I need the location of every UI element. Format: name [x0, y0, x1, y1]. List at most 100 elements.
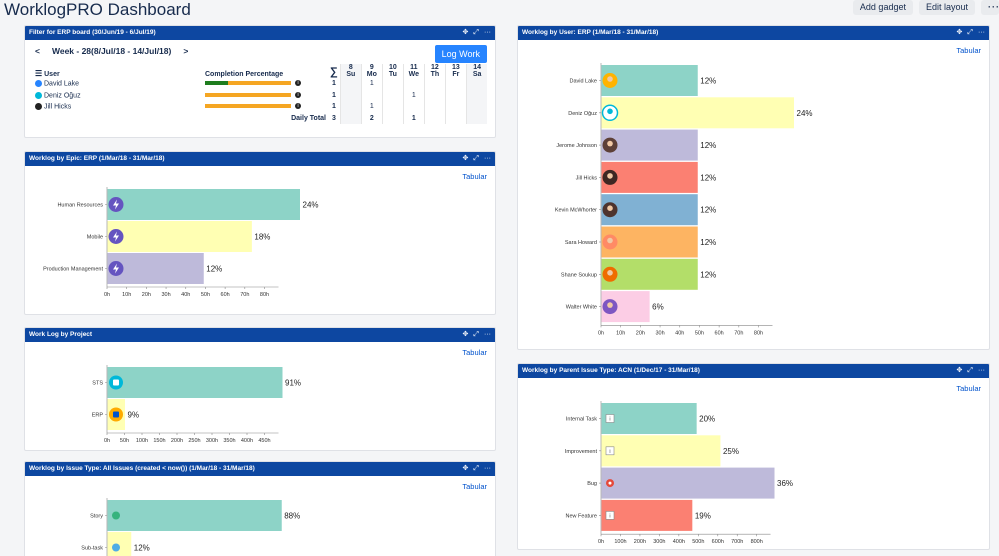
tabular-link[interactable]: Tabular	[956, 384, 981, 393]
bar[interactable]	[107, 500, 282, 531]
filter-gadget: Filter for ERP board (30/Jun/19 - 6/Jul/…	[24, 25, 496, 138]
bar[interactable]	[601, 435, 721, 467]
expand-icon[interactable]: ⤢	[473, 29, 479, 36]
expand-icon[interactable]: ⤢	[473, 331, 479, 338]
table-row: Jill Hicks i 1 1	[33, 101, 488, 113]
prev-week-button[interactable]: <	[35, 46, 40, 56]
bar[interactable]	[601, 499, 693, 531]
more-icon[interactable]: ···	[484, 465, 491, 472]
sum-column-header: ∑	[330, 66, 338, 78]
expand-icon[interactable]: ⤢	[473, 465, 479, 472]
value-label: 36%	[777, 479, 793, 488]
day-cell[interactable]	[465, 101, 488, 113]
category-label: ERP	[92, 413, 104, 419]
bar[interactable]	[601, 226, 698, 258]
day-cell[interactable]	[360, 89, 383, 101]
day-cell[interactable]	[339, 89, 362, 101]
day-cell[interactable]	[444, 101, 467, 113]
value-label: 12%	[134, 544, 150, 553]
x-tick-label: 450h	[258, 438, 270, 444]
day-cell[interactable]	[423, 78, 446, 90]
info-icon[interactable]: i	[295, 103, 301, 110]
bar[interactable]	[601, 65, 698, 96]
more-icon[interactable]: ···	[978, 29, 985, 36]
day-cell[interactable]	[339, 101, 362, 113]
day-cell[interactable]: 1	[360, 78, 383, 90]
more-icon[interactable]: ···	[978, 367, 985, 374]
day-cell[interactable]	[465, 89, 488, 101]
day-cell[interactable]	[402, 78, 425, 90]
x-tick-label: 150h	[153, 438, 165, 444]
edit-layout-button[interactable]: Edit layout	[918, 0, 975, 15]
total-cell	[423, 112, 446, 124]
x-tick-label: 400h	[673, 539, 685, 545]
bar[interactable]	[107, 221, 252, 252]
bar[interactable]	[601, 161, 698, 193]
category-label: Jill Hicks	[576, 175, 598, 181]
bar[interactable]	[601, 403, 697, 434]
tabular-link[interactable]: Tabular	[956, 46, 981, 55]
completion-bar	[205, 81, 291, 86]
gadget-header: Filter for ERP board (30/Jun/19 - 6/Jul/…	[25, 26, 495, 40]
move-icon[interactable]: ✥	[462, 465, 469, 472]
bar[interactable]	[601, 129, 698, 161]
x-tick-label: 30h	[655, 330, 664, 336]
move-icon[interactable]: ✥	[956, 367, 963, 374]
more-icon[interactable]: ···	[484, 331, 491, 338]
day-cell[interactable]	[402, 101, 425, 113]
day-cell[interactable]	[381, 101, 404, 113]
expand-icon[interactable]: ⤢	[473, 155, 479, 162]
day-cell[interactable]	[444, 78, 467, 90]
avatar-face-icon	[607, 76, 613, 82]
day-header-sa: 14 Sa	[465, 64, 488, 78]
info-icon[interactable]: i	[295, 91, 301, 98]
gadget-title: Worklog by Parent Issue Type: ACN (1/Dec…	[522, 367, 700, 374]
bar[interactable]	[601, 467, 775, 499]
move-icon[interactable]: ✥	[462, 155, 469, 162]
x-tick-label: 50h	[201, 292, 210, 298]
log-work-button[interactable]: Log Work	[434, 45, 487, 63]
bar[interactable]	[601, 194, 698, 226]
bar[interactable]	[601, 258, 698, 290]
more-options-button[interactable]: ···	[981, 0, 999, 15]
day-cell[interactable]	[465, 78, 488, 90]
bar[interactable]	[107, 253, 204, 284]
more-icon[interactable]: ···	[484, 29, 491, 36]
move-icon[interactable]: ✥	[956, 29, 963, 36]
x-tick-label: 70h	[240, 292, 249, 298]
bar[interactable]	[601, 97, 795, 129]
day-cell[interactable]	[381, 78, 404, 90]
day-cell[interactable]: 1	[402, 89, 425, 101]
total-cell	[339, 112, 362, 124]
move-icon[interactable]: ✥	[462, 29, 469, 36]
add-gadget-button[interactable]: Add gadget	[852, 0, 913, 15]
day-cell[interactable]	[444, 89, 467, 101]
info-icon[interactable]: i	[295, 80, 301, 87]
expand-icon[interactable]: ⤢	[967, 29, 973, 36]
tabular-link[interactable]: Tabular	[462, 172, 487, 181]
more-icon[interactable]: ···	[484, 155, 491, 162]
avatar-face-icon	[607, 302, 613, 308]
expand-icon[interactable]: ⤢	[967, 367, 973, 374]
story-icon	[112, 511, 120, 520]
move-icon[interactable]: ✥	[462, 331, 469, 338]
avatar-face-icon	[607, 270, 613, 276]
bolt-icon	[113, 263, 119, 274]
x-tick-label: 300h	[653, 539, 665, 545]
tabular-link[interactable]: Tabular	[462, 348, 487, 357]
bar[interactable]	[107, 189, 301, 220]
day-cell[interactable]	[339, 78, 362, 90]
day-cell[interactable]: 1	[360, 101, 383, 113]
value-label: 12%	[700, 206, 716, 215]
day-cell[interactable]	[423, 101, 446, 113]
total-cell: 1	[402, 112, 425, 124]
day-cell[interactable]	[423, 89, 446, 101]
x-tick-label: 800h	[751, 539, 763, 545]
next-week-button[interactable]: >	[183, 46, 189, 56]
x-tick-label: 100h	[614, 539, 626, 545]
bar[interactable]	[107, 367, 283, 398]
tabular-link[interactable]: Tabular	[462, 482, 487, 491]
bar[interactable]	[107, 532, 132, 556]
value-label: 19%	[695, 511, 711, 520]
day-cell[interactable]	[381, 89, 404, 101]
